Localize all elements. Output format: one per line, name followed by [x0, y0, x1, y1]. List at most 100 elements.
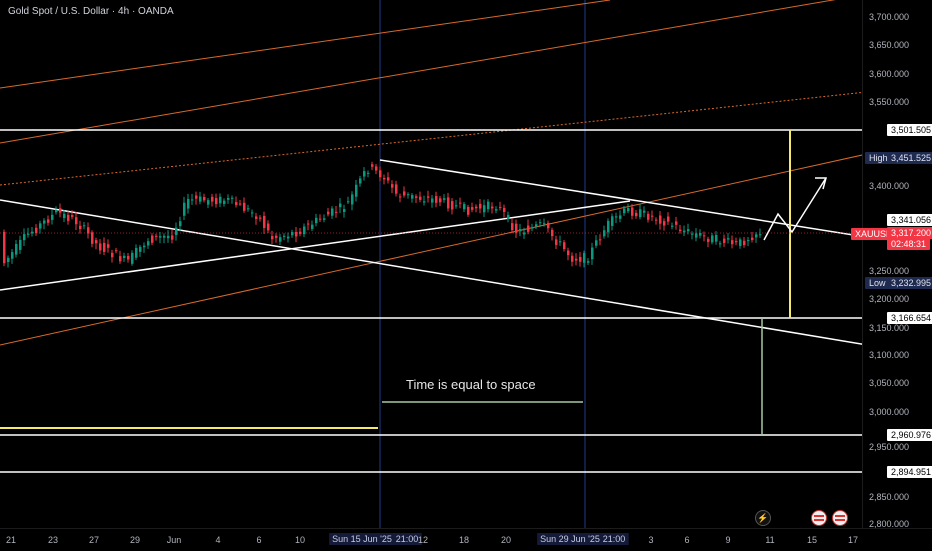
candle-body [491, 206, 494, 209]
candle-body [199, 196, 202, 202]
candle-body [483, 205, 486, 213]
candle-body [35, 227, 38, 233]
level-label: 3,166.654 [887, 312, 932, 324]
candle-body [603, 230, 606, 237]
candle-body [671, 225, 674, 227]
candle-body [595, 240, 598, 246]
candle-body [7, 257, 10, 263]
chart-area[interactable]: Gold Spot / U.S. Dollar · 4h · OANDA Tim… [0, 0, 862, 528]
candle-body [223, 200, 226, 204]
candle-body [391, 184, 394, 188]
candle-body [551, 229, 554, 237]
candle-body [67, 214, 70, 221]
candle-body [255, 216, 258, 219]
time-tick: 9 [725, 535, 731, 545]
candle-body [731, 240, 734, 245]
candle-body [723, 238, 726, 243]
candle-body [63, 213, 66, 219]
candle-body [739, 239, 742, 246]
candle-body [679, 229, 682, 232]
candle-body [543, 223, 546, 225]
channel-line [0, 0, 611, 89]
candle-body [159, 236, 162, 238]
candle-body [699, 233, 702, 236]
candle-body [675, 221, 678, 225]
current-price-label: 3,317.200 [887, 227, 932, 239]
candle-body [131, 252, 134, 264]
arrow-head [815, 177, 827, 190]
candle-body [351, 194, 354, 205]
us-flag-icon[interactable] [832, 510, 848, 526]
time-axis[interactable]: 21 23 27 29 Jun 4 6 10 Sun 15 Jun '25 21… [0, 528, 932, 551]
candle-body [499, 206, 502, 208]
channel-line [0, 154, 862, 346]
candle-body [327, 211, 330, 215]
candle-body [755, 234, 758, 238]
time-tick: 20 [500, 535, 512, 545]
candle-body [635, 212, 638, 217]
price-tick: 3,700.000 [869, 12, 910, 22]
price-axis[interactable]: 3,700.000 3,650.000 3,600.000 3,550.000 … [851, 0, 932, 529]
candle-body [735, 241, 738, 243]
candle-body [507, 214, 510, 219]
us-flag-icon[interactable] [811, 510, 827, 526]
candle-body [463, 204, 466, 210]
candle-body [207, 200, 210, 205]
time-tick: 12 [417, 535, 429, 545]
candle-body [575, 258, 578, 261]
candle-body [303, 226, 306, 235]
candle-body [295, 231, 298, 237]
price-tick: 3,400.000 [869, 181, 910, 191]
candle-body [659, 215, 662, 224]
time-tick: 23 [47, 535, 59, 545]
lightning-icon[interactable]: ⚡ [755, 510, 771, 526]
candle-body [291, 232, 294, 236]
price-tick: 3,050.000 [869, 378, 910, 388]
time-tick-highlighted: 21:00 [392, 533, 422, 545]
candle-body [267, 223, 270, 231]
annotation-text[interactable]: Time is equal to space [406, 377, 536, 392]
candle-body [727, 238, 730, 240]
candle-body [587, 261, 590, 263]
candle-body [691, 233, 694, 235]
candle-body [355, 184, 358, 197]
high-tag: High [865, 152, 892, 164]
candle-body [299, 231, 302, 234]
level-label: 2,894.951 [887, 466, 932, 478]
time-tick-highlighted: 21:00 [599, 533, 629, 545]
channel-line [0, 0, 836, 144]
time-tick: 6 [684, 535, 690, 545]
candle-body [15, 243, 18, 255]
candle-body [247, 208, 250, 210]
candle-body [339, 203, 342, 208]
trend-line [0, 200, 631, 291]
candle-body [375, 166, 378, 171]
candle-body [407, 194, 410, 196]
candle-body [367, 172, 370, 174]
price-tick: 3,600.000 [869, 69, 910, 79]
candle-body [111, 252, 114, 258]
candle-body [187, 198, 190, 209]
candle-body [3, 231, 6, 264]
candle-body [759, 234, 762, 236]
candle-body [47, 219, 50, 223]
candle-body [415, 196, 418, 198]
time-tick: 3 [648, 535, 654, 545]
candle-body [123, 255, 126, 258]
candle-body [59, 208, 62, 213]
candle-body [287, 236, 290, 239]
candle-body [203, 197, 206, 201]
candle-body [347, 201, 350, 203]
candle-body [443, 198, 446, 200]
candle-body [163, 235, 166, 238]
candle-body [239, 203, 242, 205]
candle-body [611, 216, 614, 226]
candle-body [71, 215, 74, 217]
candle-body [427, 196, 430, 198]
price-chart[interactable] [0, 0, 862, 528]
candle-body [331, 208, 334, 216]
candle-body [335, 211, 338, 213]
trend-line [379, 159, 862, 238]
candle-body [591, 247, 594, 260]
candle-body [627, 207, 630, 212]
